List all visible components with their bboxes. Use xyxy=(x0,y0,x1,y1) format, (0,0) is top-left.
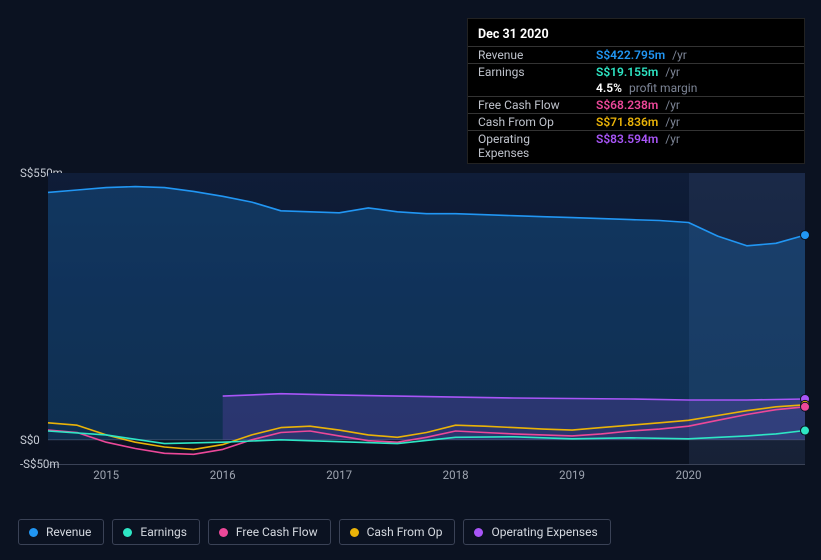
tooltip-per: /yr xyxy=(665,65,680,79)
tooltip-profit-margin-value: 4.5% xyxy=(596,81,622,95)
tooltip-row-opex: Operating Expenses S$83.594m /yr xyxy=(468,131,804,162)
tooltip-amount: S$422.795m xyxy=(596,48,665,62)
legend-item-fcf[interactable]: Free Cash Flow xyxy=(208,519,331,545)
chart-plot-area[interactable] xyxy=(48,173,805,465)
legend-label: Revenue xyxy=(46,525,91,539)
tooltip-row-earnings: Earnings S$19.155m /yr xyxy=(468,64,804,81)
x-tick-label: 2019 xyxy=(559,468,585,482)
x-tick-label: 2016 xyxy=(210,468,236,482)
chart-tooltip: Dec 31 2020 Revenue S$422.795m /yr Earni… xyxy=(467,18,805,164)
tooltip-profit-margin-label: profit margin xyxy=(629,81,697,95)
tooltip-label: Cash From Op xyxy=(468,114,586,131)
tooltip-date: Dec 31 2020 xyxy=(468,23,804,46)
tooltip-per: /yr xyxy=(665,115,680,129)
tooltip-amount: S$83.594m xyxy=(596,132,658,146)
legend-label: Operating Expenses xyxy=(491,525,597,539)
legend-swatch xyxy=(474,528,483,537)
x-tick-label: 2015 xyxy=(93,468,119,482)
tooltip-amount: S$19.155m xyxy=(596,65,658,79)
legend-swatch xyxy=(123,528,132,537)
tooltip-amount: S$71.836m xyxy=(596,115,658,129)
legend-swatch xyxy=(219,528,228,537)
tooltip-row-fcf: Free Cash Flow S$68.238m /yr xyxy=(468,97,804,114)
tooltip-label: Revenue xyxy=(468,47,586,64)
tooltip-row-revenue: Revenue S$422.795m /yr xyxy=(468,47,804,64)
x-tick-label: 2018 xyxy=(443,468,469,482)
x-tick-label: 2020 xyxy=(676,468,702,482)
chart-legend: Revenue Earnings Free Cash Flow Cash Fro… xyxy=(18,519,611,545)
x-axis: 2015 2016 2017 2018 2019 2020 xyxy=(48,468,805,488)
legend-label: Cash From Op xyxy=(367,525,443,539)
legend-item-opex[interactable]: Operating Expenses xyxy=(463,519,610,545)
tooltip-label: Operating Expenses xyxy=(468,131,586,162)
x-tick-label: 2017 xyxy=(326,468,352,482)
tooltip-amount: S$68.238m xyxy=(596,98,658,112)
chart-svg xyxy=(48,173,805,464)
tooltip-per: /yr xyxy=(672,48,687,62)
tooltip-label: Earnings xyxy=(468,64,586,81)
tooltip-row-cfo: Cash From Op S$71.836m /yr xyxy=(468,114,804,131)
legend-swatch xyxy=(29,528,38,537)
tooltip-row-profit-margin: 4.5% profit margin xyxy=(468,80,804,97)
tooltip-per: /yr xyxy=(665,132,680,146)
legend-item-revenue[interactable]: Revenue xyxy=(18,519,104,545)
legend-item-earnings[interactable]: Earnings xyxy=(112,519,200,545)
tooltip-label: Free Cash Flow xyxy=(468,97,586,114)
tooltip-per: /yr xyxy=(665,98,680,112)
tooltip-table: Revenue S$422.795m /yr Earnings S$19.155… xyxy=(468,46,804,161)
financials-chart[interactable]: S$550m S$0 -S$50m 2015201620172018201920… xyxy=(18,155,805,500)
legend-label: Earnings xyxy=(140,525,187,539)
y-tick-label: S$0 xyxy=(20,433,40,447)
legend-swatch xyxy=(350,528,359,537)
legend-label: Free Cash Flow xyxy=(236,525,318,539)
legend-item-cfo[interactable]: Cash From Op xyxy=(339,519,456,545)
